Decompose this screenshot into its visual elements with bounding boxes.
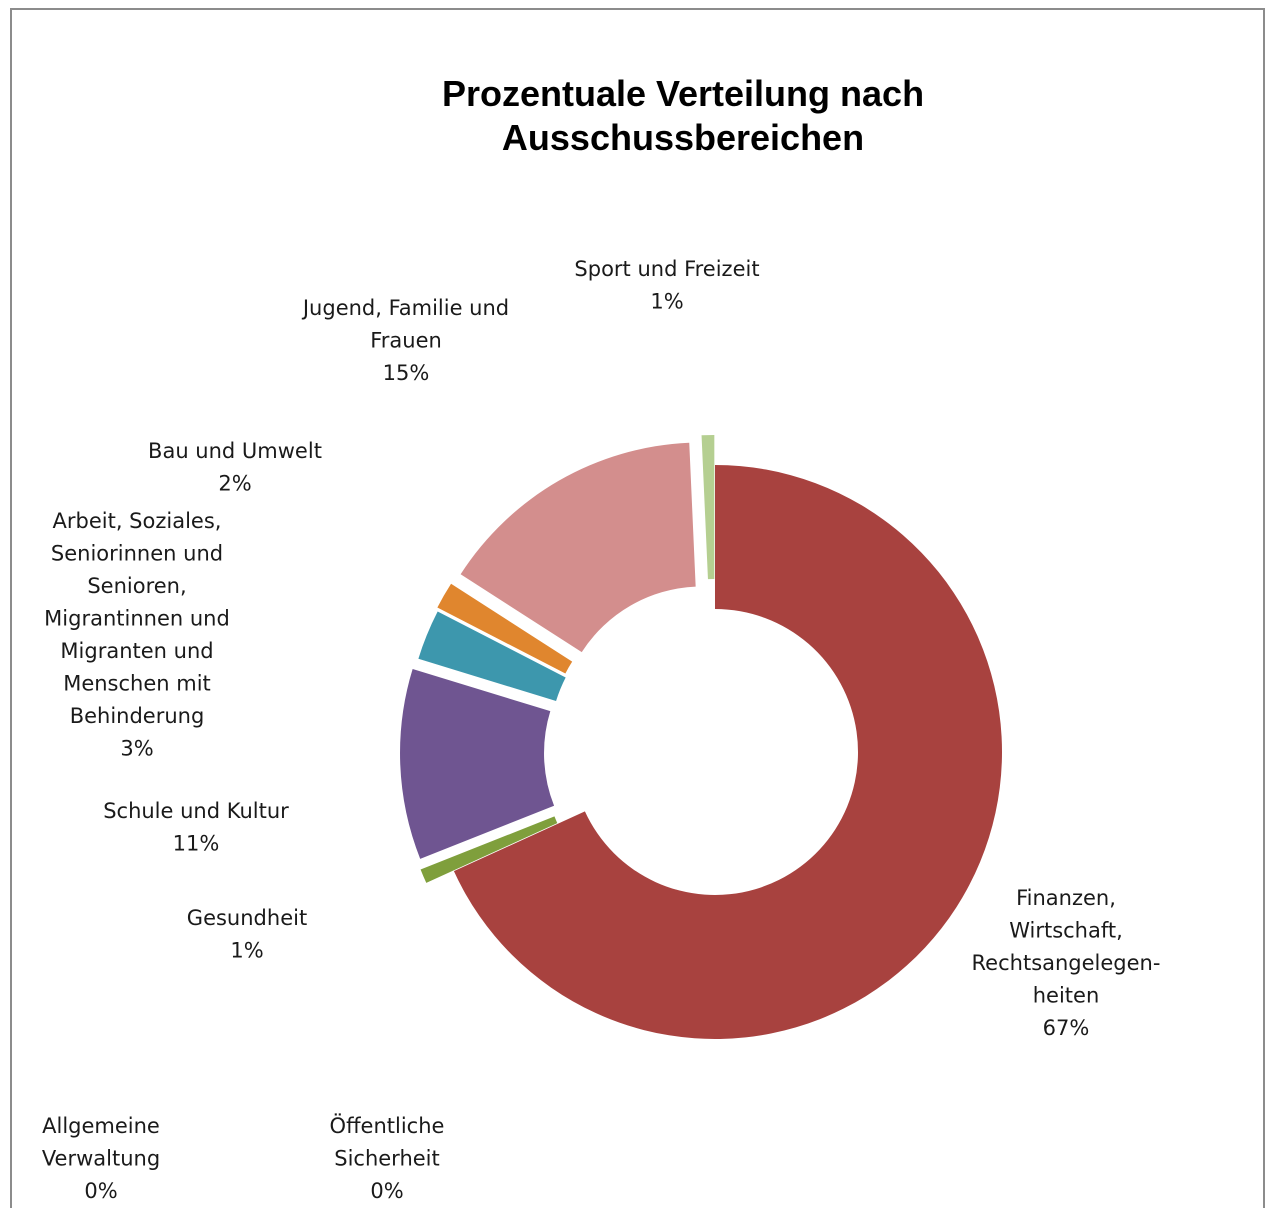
slice-oeffentliche-sicherheit-label: Öffentliche Sicherheit 0% bbox=[330, 1113, 445, 1200]
chart-title: Prozentuale Verteilung nach Ausschussber… bbox=[0, 72, 1266, 160]
slice-allgemeine-verwaltung-label: Allgemeine Verwaltung 0% bbox=[42, 1114, 160, 1200]
slice-arbeit-soziales-seniorinnen-und-senioren-migrantinnen-und-migranten-und-menschen-mit-behinderung bbox=[418, 611, 566, 702]
slice-sport-und-freizeit bbox=[701, 435, 715, 580]
slice-schule-und-kultur-label: Schule und Kultur 11% bbox=[103, 799, 289, 856]
slice-gesundheit bbox=[420, 816, 558, 883]
slice-bau-und-umwelt bbox=[437, 583, 573, 674]
slice-gesundheit-label: Gesundheit 1% bbox=[187, 906, 307, 963]
slice-sport-und-freizeit-label: Sport und Freizeit 1% bbox=[574, 257, 759, 314]
slice-bau-und-umwelt-label: Bau und Umwelt 2% bbox=[148, 439, 322, 496]
slice-jugend-familie-und-frauen-label: Jugend, Familie und Frauen 15% bbox=[301, 296, 509, 385]
chart-title-line-2: Ausschussbereichen bbox=[501, 117, 865, 158]
slice-finanzen-wirtschaft-rechtsangelegenheiten-label: Finanzen, Wirtschaft, Rechtsangelegen-heit… bbox=[972, 886, 1161, 1040]
slice-arbeit-soziales-seniorinnen-und-senioren-migrantinnen-und-migranten-und-menschen-mit-behinderung-label: Arbeit, Soziales, Seniorinnen und Senioren… bbox=[44, 509, 230, 761]
slice-finanzen-wirtschaft-rechtsangelegenheiten bbox=[453, 465, 1003, 1040]
slice-schule-und-kultur bbox=[400, 668, 555, 859]
slice-jugend-familie-und-frauen bbox=[460, 442, 696, 653]
chart-title-line-1: Prozentuale Verteilung nach bbox=[441, 73, 925, 114]
